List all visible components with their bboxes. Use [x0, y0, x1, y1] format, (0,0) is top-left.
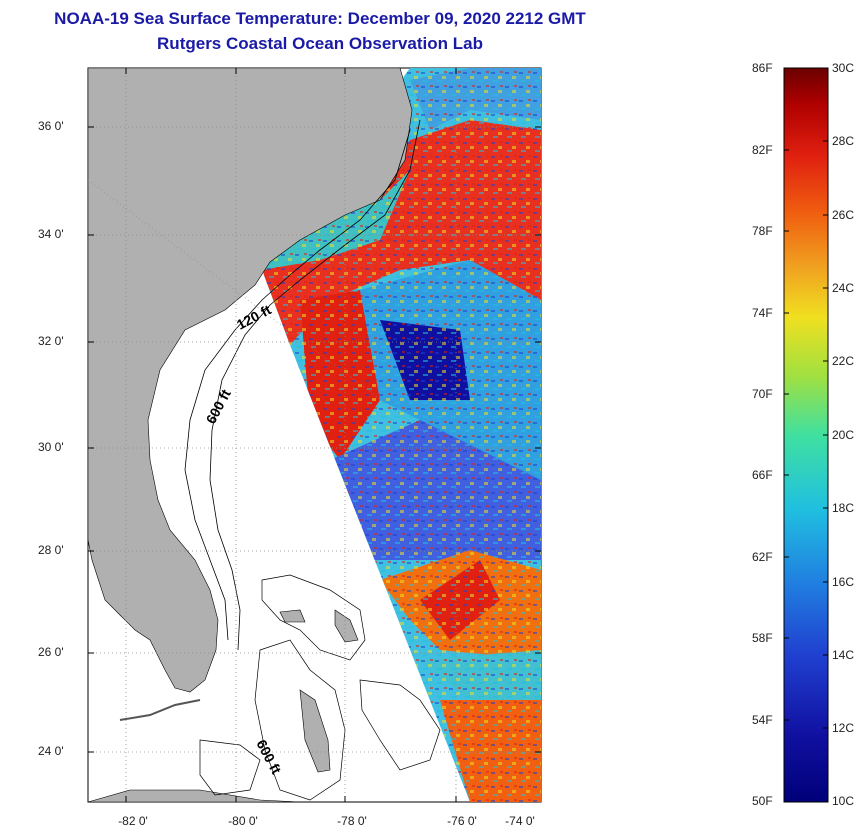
contour-120ft	[184, 129, 411, 641]
lat-label-24: 24 0'	[38, 744, 64, 758]
colorbar-c-16: 16C	[832, 575, 855, 589]
colorbar-f-86: 86F	[752, 61, 773, 75]
lon-label-82: -82 0'	[118, 814, 148, 828]
colorbar-c-18: 18C	[832, 501, 855, 515]
lat-label-32: 32 0'	[38, 334, 64, 348]
lon-label-78: -78 0'	[337, 814, 367, 828]
colorbar-c-14: 14C	[832, 648, 855, 662]
lat-label-26: 26 0'	[38, 645, 64, 659]
lon-label-80: -80 0'	[228, 814, 258, 828]
map-subtitle: Rutgers Coastal Ocean Observation Lab	[157, 34, 483, 53]
colorbar-ticks	[784, 140, 828, 729]
lon-label-76: -76 0'	[447, 814, 477, 828]
colorbar-f-50: 50F	[752, 794, 773, 808]
colorbar-f-74: 74F	[752, 306, 773, 320]
colorbar-c-24: 24C	[832, 281, 855, 295]
lat-label-28: 28 0'	[38, 543, 64, 557]
lat-label-34: 34 0'	[38, 227, 64, 241]
temperature-colorbar	[783, 67, 829, 803]
colorbar-f-82: 82F	[752, 143, 773, 157]
colorbar-f-54: 54F	[752, 713, 773, 727]
cuba-coast	[88, 789, 301, 802]
colorbar-f-70: 70F	[752, 387, 773, 401]
colorbar-f-66: 66F	[752, 468, 773, 482]
lon-label-74: -74 0'	[505, 814, 535, 828]
lat-label-36: 36 0'	[38, 119, 64, 133]
colorbar-c-20: 20C	[832, 428, 855, 442]
lat-label-30: 30 0'	[38, 440, 64, 454]
colorbar-c-28: 28C	[832, 134, 855, 148]
colorbar-f-78: 78F	[752, 224, 773, 238]
colorbar-f-58: 58F	[752, 631, 773, 645]
colorbar-c-26: 26C	[832, 208, 855, 222]
colorbar-c-22: 22C	[832, 354, 855, 368]
colorbar-f-62: 62F	[752, 550, 773, 564]
land-mass	[88, 68, 413, 693]
bahamas-islands	[299, 689, 331, 773]
map-title: NOAA-19 Sea Surface Temperature: Decembe…	[54, 9, 586, 28]
colorbar-c-10: 10C	[832, 794, 855, 808]
colorbar-c-12: 12C	[832, 721, 855, 735]
colorbar-c-30: 30C	[832, 61, 855, 75]
contour-600ft	[209, 119, 421, 651]
